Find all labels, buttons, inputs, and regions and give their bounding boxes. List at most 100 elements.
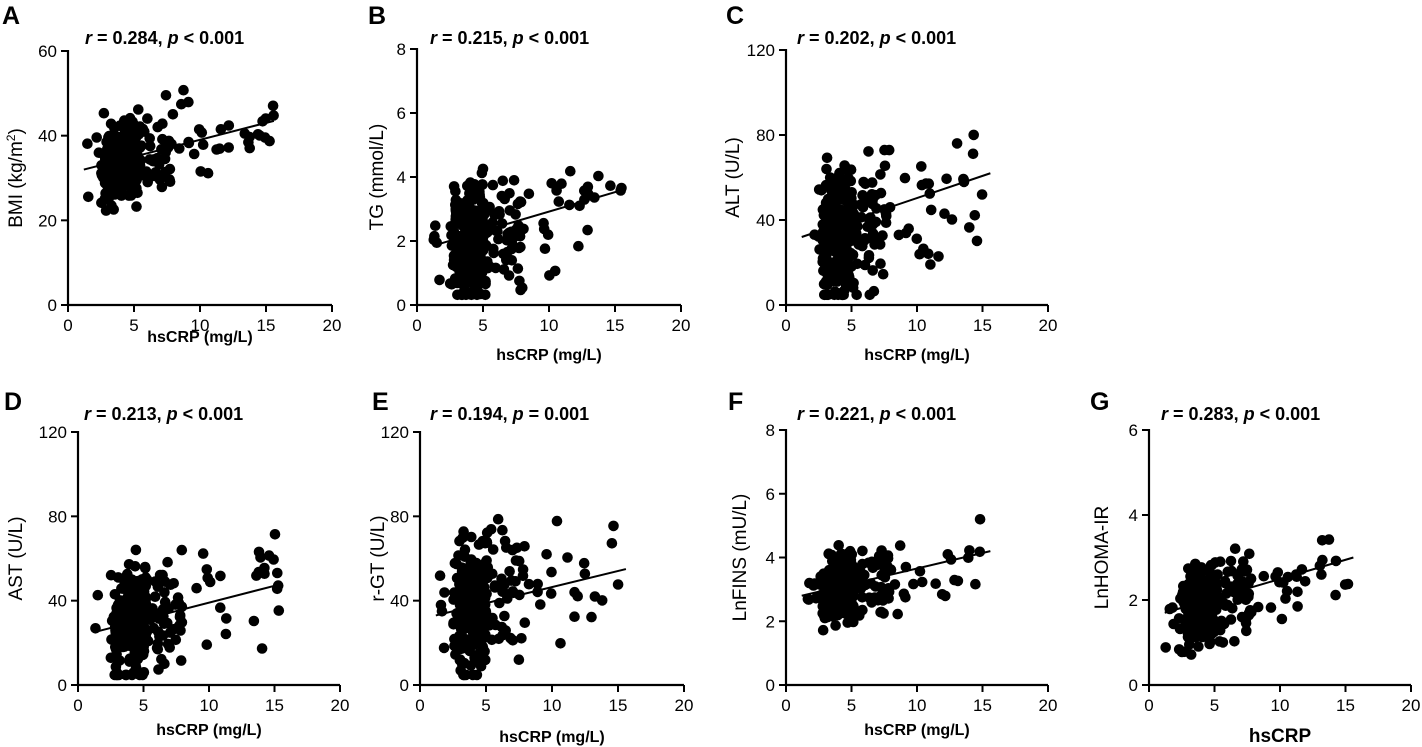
x-tick-label: 5 (847, 316, 856, 335)
scatter-point (562, 552, 573, 563)
scatter-point (488, 180, 499, 191)
scatter-point (1232, 570, 1243, 581)
correlation-stat: r = 0.221, p < 0.001 (797, 404, 956, 424)
scatter-point (165, 579, 176, 590)
correlation-stat: r = 0.213, p < 0.001 (84, 404, 243, 424)
scatter-point (877, 230, 888, 241)
scatter-point (916, 161, 927, 172)
scatter-point (565, 166, 576, 177)
p-value: < 0.001 (1255, 404, 1321, 424)
x-axis-label: hsCRP (mg/L) (499, 729, 604, 746)
scatter-point (461, 243, 472, 254)
x-tick-label: 10 (543, 696, 562, 715)
p-value: < 0.001 (891, 28, 957, 48)
y-tick-label: 120 (747, 41, 775, 60)
scatter-point (822, 153, 833, 164)
scatter-point (613, 579, 624, 590)
scatter-point (487, 569, 498, 580)
scatter-point (504, 188, 515, 199)
scatter-point (498, 249, 509, 260)
correlation-stat: r = 0.284, p < 0.001 (85, 28, 244, 48)
scatter-point (460, 544, 471, 555)
scatter-point (866, 597, 877, 608)
scatter-point (975, 514, 986, 525)
scatter-point (1206, 629, 1217, 640)
panel-letter: A (2, 2, 20, 30)
r-value: = 0.213, (91, 404, 167, 424)
scatter-point (925, 259, 936, 270)
scatter-point (1168, 619, 1179, 630)
scatter-point (917, 577, 928, 588)
scatter-point (1223, 567, 1234, 578)
scatter-point (124, 656, 135, 667)
scatter-point (131, 201, 142, 212)
scatter-point (857, 546, 868, 557)
scatter-point (867, 265, 878, 276)
scatter-point (471, 560, 482, 571)
y-tick-label: 80 (756, 126, 775, 145)
scatter-point (1229, 636, 1240, 647)
scatter-point (880, 161, 891, 172)
scatter-point (452, 290, 463, 301)
scatter-point (923, 249, 934, 260)
y-tick-label: 60 (38, 42, 57, 61)
y-tick-label: 0 (58, 676, 67, 695)
scatter-point (215, 602, 226, 613)
scatter-point (845, 546, 856, 557)
y-axis-label: LnHOMA-IR (1092, 506, 1113, 609)
scatter-point (268, 110, 279, 121)
scatter-point (1292, 587, 1303, 598)
scatter-point (837, 257, 848, 268)
scatter-point (1317, 535, 1328, 546)
scatter-point (538, 218, 549, 229)
scatter-point (493, 514, 504, 525)
scatter-point (497, 622, 508, 633)
scatter-point (1273, 567, 1284, 578)
scatter-point (140, 562, 151, 573)
scatter-point (1241, 615, 1252, 626)
scatter-point (480, 290, 491, 301)
scatter-point (879, 145, 890, 156)
scatter-point (964, 222, 975, 233)
scatter-point (1266, 602, 1277, 613)
scatter-point (457, 278, 468, 289)
scatter-point (514, 654, 525, 665)
scatter-point (832, 241, 843, 252)
scatter-point (878, 595, 889, 606)
scatter-point (434, 275, 445, 286)
scatter-point (947, 214, 958, 225)
y-tick-label: 8 (397, 40, 406, 59)
scatter-point (110, 589, 121, 600)
scatter-point (569, 587, 580, 598)
scatter-point (546, 178, 557, 189)
scatter-point (1193, 641, 1204, 652)
scatter-point (1235, 592, 1246, 603)
y-tick-label: 0 (1129, 676, 1138, 695)
scatter-point (490, 263, 501, 274)
y-tick-label: 8 (766, 421, 775, 440)
scatter-point (470, 239, 481, 250)
scatter-point (1282, 586, 1293, 597)
scatter-point (259, 563, 270, 574)
scatter-point (808, 580, 819, 591)
correlation-stat: r = 0.194, p = 0.001 (430, 404, 589, 424)
scatter-point (268, 101, 279, 112)
scatter-point (573, 241, 584, 252)
r-value: = 0.202, (804, 28, 880, 48)
scatter-point (453, 218, 464, 229)
scatter-point (821, 164, 832, 175)
scatter-point (964, 545, 975, 556)
scatter-point (880, 585, 891, 596)
x-tick-label: 5 (129, 316, 138, 335)
r-value: = 0.194, (437, 404, 513, 424)
scatter-point (840, 606, 851, 617)
scatter-point (145, 154, 156, 165)
scatter-point (162, 557, 173, 568)
scatter-point (541, 549, 552, 560)
scatter-point (197, 127, 208, 138)
x-tick-label: 0 (781, 316, 790, 335)
scatter-point (1205, 568, 1216, 579)
scatter-point (176, 655, 187, 666)
scatter-point (1238, 556, 1249, 567)
p-value: < 0.001 (524, 28, 590, 48)
